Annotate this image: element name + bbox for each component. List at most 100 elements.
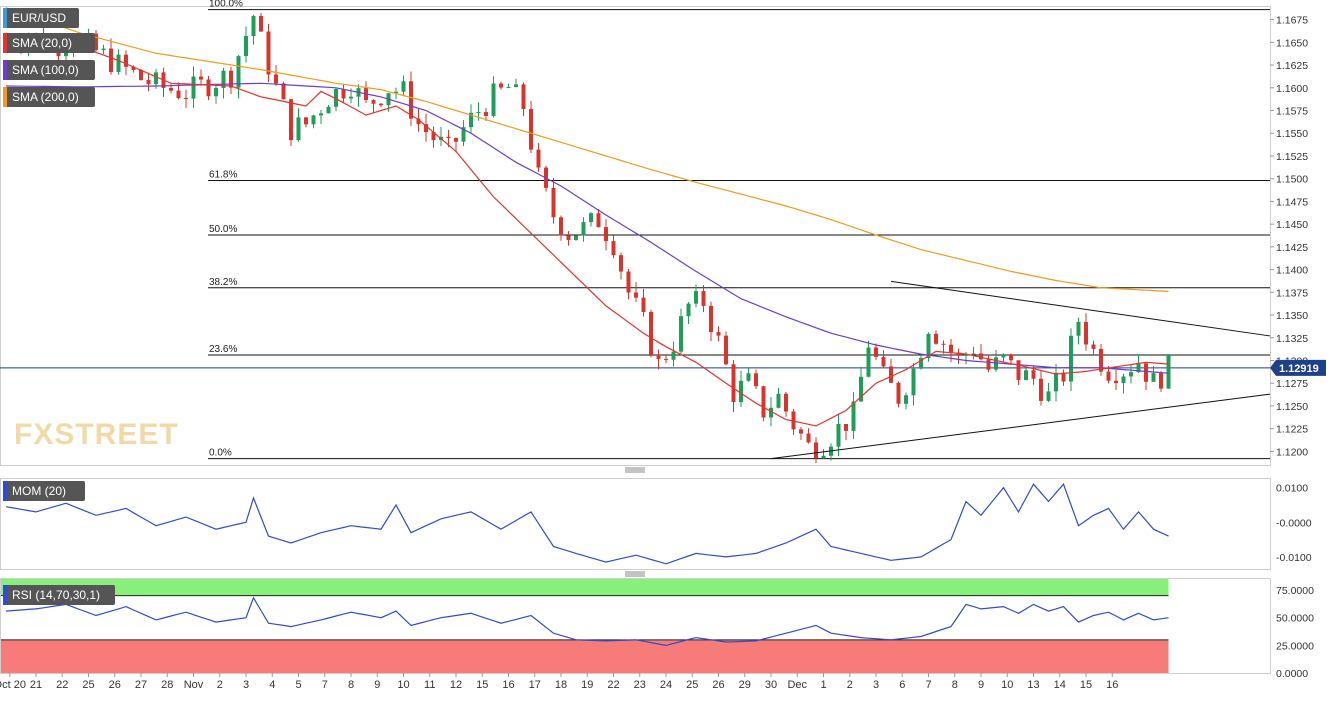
- date-tick-label: 8: [952, 679, 958, 691]
- candle-body: [319, 113, 323, 116]
- candle-body: [154, 72, 158, 85]
- candle-body: [1016, 360, 1021, 381]
- candle-body: [304, 117, 308, 125]
- rsi-legend[interactable]: RSI (14,70,30,1): [3, 585, 115, 605]
- candle-body: [116, 54, 121, 72]
- date-tick-label: 18: [555, 679, 567, 691]
- candle-body: [416, 118, 421, 125]
- date-tick-label: 22: [56, 679, 68, 691]
- splitter-grip-main[interactable]: [625, 467, 645, 473]
- fib-label-1: 61.8%: [209, 170, 237, 181]
- candle-body: [499, 83, 503, 88]
- candle-body: [191, 76, 196, 99]
- candle-body: [799, 429, 803, 434]
- candle-body: [596, 213, 601, 228]
- sma20-legend[interactable]: SMA (20,0): [3, 33, 95, 53]
- mom-tick-label: 0.0100: [1276, 483, 1308, 495]
- candle-body: [1166, 354, 1171, 389]
- candle-body: [761, 386, 766, 418]
- mom-legend[interactable]: MOM (20): [3, 481, 85, 501]
- candle-body: [994, 357, 998, 370]
- date-tick-label: 15: [476, 679, 488, 691]
- candle-body: [341, 88, 346, 99]
- candle-body: [1121, 376, 1126, 384]
- candle-body: [656, 355, 661, 359]
- candle-body: [1091, 344, 1096, 349]
- candle-body: [694, 291, 698, 304]
- date-tick-label: 10: [1001, 679, 1013, 691]
- rsi-tick-label: 75.0000: [1276, 585, 1314, 597]
- mom-label: MOM (20): [12, 484, 66, 498]
- date-tick-label: 16: [502, 679, 514, 691]
- candle-body: [806, 433, 811, 443]
- candle-body: [919, 358, 923, 369]
- candle-body: [986, 359, 991, 370]
- date-tick-label: 15: [1080, 679, 1092, 691]
- price-tick-label: 1.1550: [1276, 128, 1308, 140]
- date-tick-label: 9: [978, 679, 984, 691]
- candle-body: [124, 54, 128, 67]
- price-tick-label: 1.1275: [1276, 378, 1308, 390]
- candle-body: [379, 103, 383, 106]
- candle-body: [251, 15, 256, 36]
- sma200-legend[interactable]: SMA (200,0): [3, 87, 95, 107]
- candle-body: [484, 112, 488, 116]
- candle-body: [1151, 373, 1156, 382]
- candle-body: [664, 358, 668, 360]
- date-tick-label: 12: [450, 679, 462, 691]
- candle-body: [266, 31, 271, 75]
- candle-body: [461, 127, 466, 142]
- candle-body: [1144, 363, 1148, 382]
- candle-body: [844, 423, 848, 431]
- candle-body: [604, 227, 608, 242]
- candle-body: [649, 311, 653, 356]
- date-tick-label: 4: [269, 679, 275, 691]
- date-tick-label: 11: [424, 679, 435, 691]
- candle-body: [791, 411, 796, 430]
- rsi-label: RSI (14,70,30,1): [12, 588, 100, 602]
- candle-body: [274, 74, 278, 84]
- sma100-legend[interactable]: SMA (100,0): [3, 60, 95, 80]
- symbol-legend[interactable]: EUR/USD: [3, 8, 79, 28]
- main-panel-frame: [0, 6, 1271, 466]
- candle-body: [281, 83, 286, 100]
- date-tick-label: 25: [82, 679, 94, 691]
- date-tick-label: Nov: [184, 679, 204, 691]
- candle-body: [1159, 373, 1163, 389]
- date-tick-label: 27: [135, 679, 147, 691]
- candle-body: [611, 241, 616, 256]
- price-tick-label: 1.1475: [1276, 196, 1308, 208]
- candle-body: [244, 35, 248, 57]
- candle-body: [446, 136, 451, 139]
- price-tick-label: 1.1525: [1276, 151, 1308, 163]
- candle-body: [1084, 321, 1088, 345]
- price-tick-label: 1.1225: [1276, 424, 1308, 436]
- date-tick-label: 19: [581, 679, 593, 691]
- rsi-overbought-zone: [1, 579, 1169, 596]
- date-tick-label: 5: [295, 679, 301, 691]
- candle-body: [926, 333, 931, 359]
- candle-body: [529, 109, 533, 150]
- price-tick-label: 1.1425: [1276, 242, 1308, 254]
- candle-body: [1099, 348, 1103, 372]
- candle-body: [289, 99, 293, 141]
- last-price-value: 1.12919: [1279, 363, 1319, 375]
- splitter-grip-mom[interactable]: [625, 571, 645, 577]
- candle-body: [746, 373, 751, 381]
- date-tick-label: 2: [217, 679, 223, 691]
- candle-body: [521, 84, 526, 110]
- candle-body: [454, 138, 458, 142]
- candle-body: [1069, 335, 1073, 382]
- candle-body: [206, 79, 211, 97]
- candle-body: [979, 353, 983, 360]
- candle-body: [109, 48, 113, 72]
- candle-body: [409, 81, 413, 119]
- date-tick-label: 21: [30, 679, 42, 691]
- price-tick-label: 1.1200: [1276, 446, 1308, 458]
- candle-body: [551, 187, 556, 218]
- candle-body: [1114, 380, 1118, 384]
- date-tick-label: 9: [374, 679, 380, 691]
- candle-body: [821, 455, 826, 459]
- candle-body: [874, 347, 878, 357]
- date-tick-label: 10: [397, 679, 409, 691]
